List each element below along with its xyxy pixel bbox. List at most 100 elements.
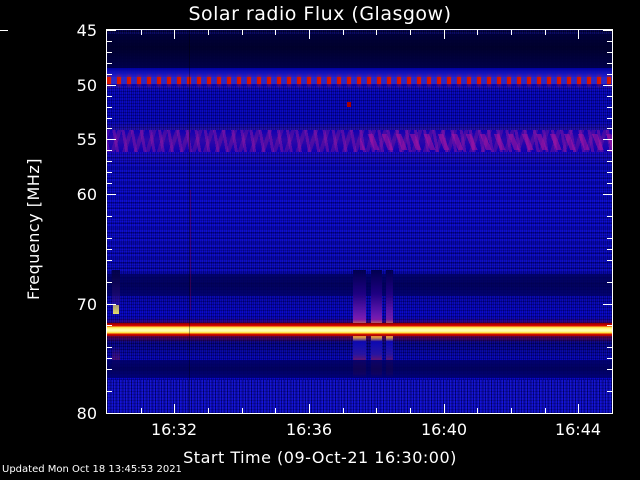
x-tick-label: 16:36: [285, 420, 333, 439]
y-axis-tick: [107, 358, 112, 359]
y-axis-tick: [107, 85, 116, 86]
x-axis-tick: [174, 30, 175, 39]
page-title: Solar radio Flux (Glasgow): [188, 3, 452, 25]
y-axis-tick: [607, 161, 612, 162]
x-axis-tick: [242, 408, 243, 413]
y-axis-tick: [607, 183, 612, 184]
y-tick-label: 45: [76, 21, 97, 40]
x-axis-tick: [410, 30, 411, 35]
x-axis-tick: [141, 408, 142, 413]
x-axis-label: Start Time (09-Oct-21 16:30:00): [183, 448, 457, 467]
y-axis-tick: [603, 139, 612, 140]
x-axis-tick: [275, 30, 276, 35]
x-axis-tick: [578, 404, 579, 413]
x-axis-tick: [242, 30, 243, 35]
updated-timestamp: Updated Mon Oct 18 13:45:53 2021: [2, 464, 182, 475]
x-tick-label: 16:32: [150, 420, 198, 439]
y-axis-tick: [107, 41, 112, 42]
y-axis-tick: [107, 304, 116, 305]
x-axis-tick: [141, 30, 142, 35]
y-tick-label: 70: [76, 295, 97, 314]
x-axis-tick: [444, 30, 445, 39]
interference-ripple-band-55-strong: [359, 134, 612, 150]
y-tick-label: 50: [76, 76, 97, 95]
y-axis-tick: [607, 282, 612, 283]
scanline-artifact-2: [190, 190, 191, 310]
y-axis-tick: [607, 216, 612, 217]
spectrogram-canvas: [107, 30, 612, 413]
y-axis-tick: [107, 107, 112, 108]
y-axis-tick: [107, 74, 112, 75]
x-axis-tick: [208, 30, 209, 35]
y-axis-tick: [107, 347, 112, 348]
y-axis-tick: [607, 391, 612, 392]
y-axis-tick: [607, 172, 612, 173]
y-axis-tick: [603, 85, 612, 86]
x-axis-tick: [343, 30, 344, 35]
x-axis-tick: [511, 30, 512, 35]
faint-red-dot-51-5: [347, 102, 351, 107]
x-axis-tick: [410, 408, 411, 413]
y-axis-tick: [107, 282, 112, 283]
y-axis-tick: [603, 304, 612, 305]
mid-continuum-stripes: [107, 154, 612, 284]
x-axis-tick: [309, 404, 310, 413]
x-axis-tick: [309, 30, 310, 39]
y-axis-tick: [607, 41, 612, 42]
y-axis-tick: [107, 216, 112, 217]
y-axis-tick: [107, 118, 112, 119]
y-axis-tick: [107, 172, 112, 173]
y-axis-tick: [107, 325, 112, 326]
rfi-line-glow: [107, 75, 612, 87]
x-tick-label: 16:44: [554, 420, 602, 439]
y-axis-tick: [607, 238, 612, 239]
x-axis-tick: [376, 30, 377, 35]
y-tick-label: 60: [76, 185, 97, 204]
saturated-carrier-72-5: [107, 323, 612, 336]
x-axis-tick: [578, 30, 579, 39]
dark-band-75-5: [107, 360, 612, 378]
lower-continuum: [107, 380, 612, 413]
y-axis-tick: [107, 63, 112, 64]
x-axis-tick: [477, 30, 478, 35]
x-axis-tick: [511, 408, 512, 413]
y-axis-tick: [107, 238, 112, 239]
y-tick-label: 80: [76, 404, 97, 423]
y-axis-tick: [607, 74, 612, 75]
y-axis-tick: [107, 391, 112, 392]
y-axis-tick: [107, 30, 116, 31]
y-axis-tick: [607, 150, 612, 151]
y-axis-label: Frequency [MHz]: [24, 158, 43, 300]
y-axis-tick: [107, 249, 112, 250]
y-axis-tick: [607, 249, 612, 250]
x-axis-tick: [545, 30, 546, 35]
y-axis-tick: [607, 325, 612, 326]
y-axis-tick: [607, 63, 612, 64]
x-axis-tick: [208, 408, 209, 413]
y-axis-tick: [603, 194, 612, 195]
x-tick-label: 16:40: [420, 420, 468, 439]
x-axis-tick: [174, 404, 175, 413]
dark-noise-band-top: [107, 34, 612, 68]
y-axis-tick: [607, 369, 612, 370]
x-axis-tick: [376, 408, 377, 413]
type-III-burst-columns: [107, 30, 612, 413]
x-axis-tick: [275, 408, 276, 413]
y-axis-tick: [107, 369, 112, 370]
y-axis-tick: [607, 107, 612, 108]
x-axis-tick: [343, 408, 344, 413]
y-axis-tick: [107, 413, 116, 414]
y-tick-label: 55: [76, 130, 97, 149]
y-axis-tick: [107, 183, 112, 184]
y-axis-tick: [607, 347, 612, 348]
y-axis-tick: [107, 150, 112, 151]
y-axis-tick: [107, 194, 116, 195]
y-axis-tick: [603, 413, 612, 414]
y-axis-tick: [603, 30, 612, 31]
y-axis-tick: [107, 128, 112, 129]
y-axis-tick: [107, 96, 112, 97]
y-axis-tick: [607, 128, 612, 129]
x-axis-tick: [477, 408, 478, 413]
y-axis-tick: [607, 358, 612, 359]
